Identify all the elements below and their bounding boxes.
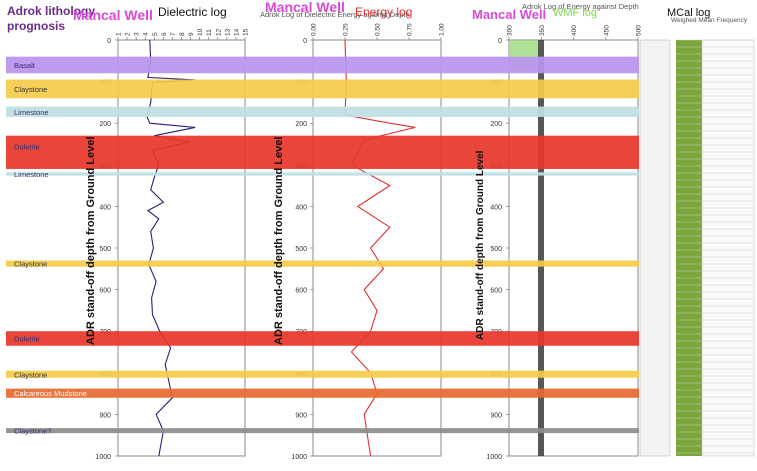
panel1-ytick-label: 400 <box>99 204 111 211</box>
litho-band-9 <box>6 428 639 434</box>
panel1-xtick-label: 9 <box>188 32 195 36</box>
lithology-bands: Basalt Claystone Limestone Dolerite Limeston… <box>6 56 639 436</box>
panel2-ytick-label: 1000 <box>291 454 307 461</box>
panel4-title: MCal log <box>667 7 710 19</box>
panel1-ylabel: ADR stand-off depth from Ground Level <box>85 137 97 345</box>
panel3-xtick-label: 400 <box>571 25 578 36</box>
panel2-xtick-label: 0.00 <box>311 23 318 36</box>
litho-band-8 <box>6 388 639 398</box>
panel3-xtick-label: 300 <box>507 25 514 36</box>
litho-band-label-4: Limestone <box>14 170 49 179</box>
mcal-track-green <box>676 40 702 456</box>
panel1-xtick-label: 3 <box>134 32 141 36</box>
litho-band-0 <box>6 56 639 74</box>
panel4-sub: Weighed Mean Frequency <box>671 17 748 24</box>
litho-band-label-3: Dolerite <box>14 143 40 152</box>
litho-band-label-8: Calcareous Mudstone <box>14 389 87 398</box>
panel1-curve <box>146 39 196 457</box>
litho-band-7 <box>6 370 639 378</box>
litho-band-1 <box>6 79 639 99</box>
well-name-1: Mancal Well <box>73 7 153 23</box>
panel1-xtick-label: 12 <box>215 28 222 36</box>
panel2-ytick-label: 200 <box>295 121 307 128</box>
panel2-xtick-label: 1.00 <box>439 23 446 36</box>
panel3-ytick-label: 200 <box>490 121 502 128</box>
panel2-xtick-label: 0.25 <box>343 23 350 36</box>
panel1-ytick-label: 900 <box>99 412 111 419</box>
panel2-xtick-label: 0.50 <box>375 23 382 36</box>
mcal-track <box>639 39 755 457</box>
panel1-ytick-label: 600 <box>99 288 111 295</box>
panel1-ytick-label: 1000 <box>95 454 111 461</box>
litho-band-label-9: Claystone? <box>14 427 52 436</box>
panel3-ytick-label: 900 <box>490 412 502 419</box>
panel2-ylabel: ADR stand-off depth from Ground Level <box>273 137 285 345</box>
panel3-xtick-label: 450 <box>603 25 610 36</box>
panel1-xtick-label: 7 <box>170 32 177 36</box>
panel3-ytick-label: 600 <box>490 288 502 295</box>
mcal-track-right <box>701 39 755 457</box>
panel1-xtick-label: 5 <box>152 32 159 36</box>
litho-title-line2: prognosis <box>7 19 65 33</box>
panel1-ytick-label: 0 <box>107 38 111 45</box>
litho-band-label-1: Claystone <box>14 85 47 94</box>
litho-band-5 <box>6 260 639 267</box>
panel1-xtick-label: 11 <box>206 29 213 36</box>
panel3-ylabel: ADR stand-off depth from Ground Level <box>475 150 486 340</box>
panel1-xtick-label: 2 <box>125 32 132 36</box>
panel1-xtick-label: 15 <box>243 28 250 36</box>
panel1-xtick-label: 10 <box>197 28 204 36</box>
litho-band-2 <box>6 106 639 117</box>
panel1-xtick-label: 8 <box>179 32 186 36</box>
panel2-title: Energy log <box>355 5 412 19</box>
panel1-title: Dielectric log <box>158 5 227 19</box>
litho-band-label-7: Claystone <box>14 370 47 379</box>
panel3-xtick-label: 350 <box>539 25 546 36</box>
litho-title-line1: Adrok lithology <box>7 4 95 18</box>
litho-band-label-2: Limestone <box>14 108 49 117</box>
panel1-xtick-label: 6 <box>161 32 168 36</box>
litho-band-3 <box>6 135 639 169</box>
litho-band-label-5: Claystone <box>14 260 47 269</box>
panel2-ytick-label: 500 <box>295 246 307 253</box>
panel3-ytick-label: 1000 <box>486 454 502 461</box>
panel3-super: Adrok Log of Energy against Depth <box>522 2 639 11</box>
panel3-title: WMF log <box>553 7 597 19</box>
panel2-ytick-label: 900 <box>295 412 307 419</box>
litho-band-4 <box>6 172 639 176</box>
wmf-dark-strip <box>538 40 544 456</box>
panel1-ytick-label: 500 <box>99 246 111 253</box>
panel3-ytick-label: 400 <box>490 204 502 211</box>
panel2-ytick-label: 400 <box>295 204 307 211</box>
panel2-super: Adrok Log of Dielectric Energy against D… <box>260 10 410 19</box>
panel1-ytick-label: 200 <box>99 121 111 128</box>
panel3-ytick-label: 0 <box>498 38 502 45</box>
panel2-ytick-label: 600 <box>295 288 307 295</box>
panel1-xtick-label: 14 <box>233 28 240 36</box>
panel2-ytick-label: 0 <box>303 38 307 45</box>
panel1-xtick-label: 1 <box>116 32 123 36</box>
mcal-track-left <box>639 39 671 457</box>
litho-band-label-0: Basalt <box>14 61 36 70</box>
panel2-curve <box>344 39 416 457</box>
panel3-xtick-label: 500 <box>636 25 643 36</box>
panel1-xtick-label: 4 <box>143 32 150 36</box>
panel3-ytick-label: 500 <box>490 246 502 253</box>
well-name-2: Mancal Well <box>265 0 345 15</box>
litho-band-label-6: Dolerite <box>14 334 40 343</box>
panel2-xtick-label: 0.75 <box>407 23 414 36</box>
well-name-3: Mancal Well <box>472 7 546 22</box>
panel1-xtick-label: 13 <box>224 28 231 36</box>
litho-band-6 <box>6 331 639 346</box>
